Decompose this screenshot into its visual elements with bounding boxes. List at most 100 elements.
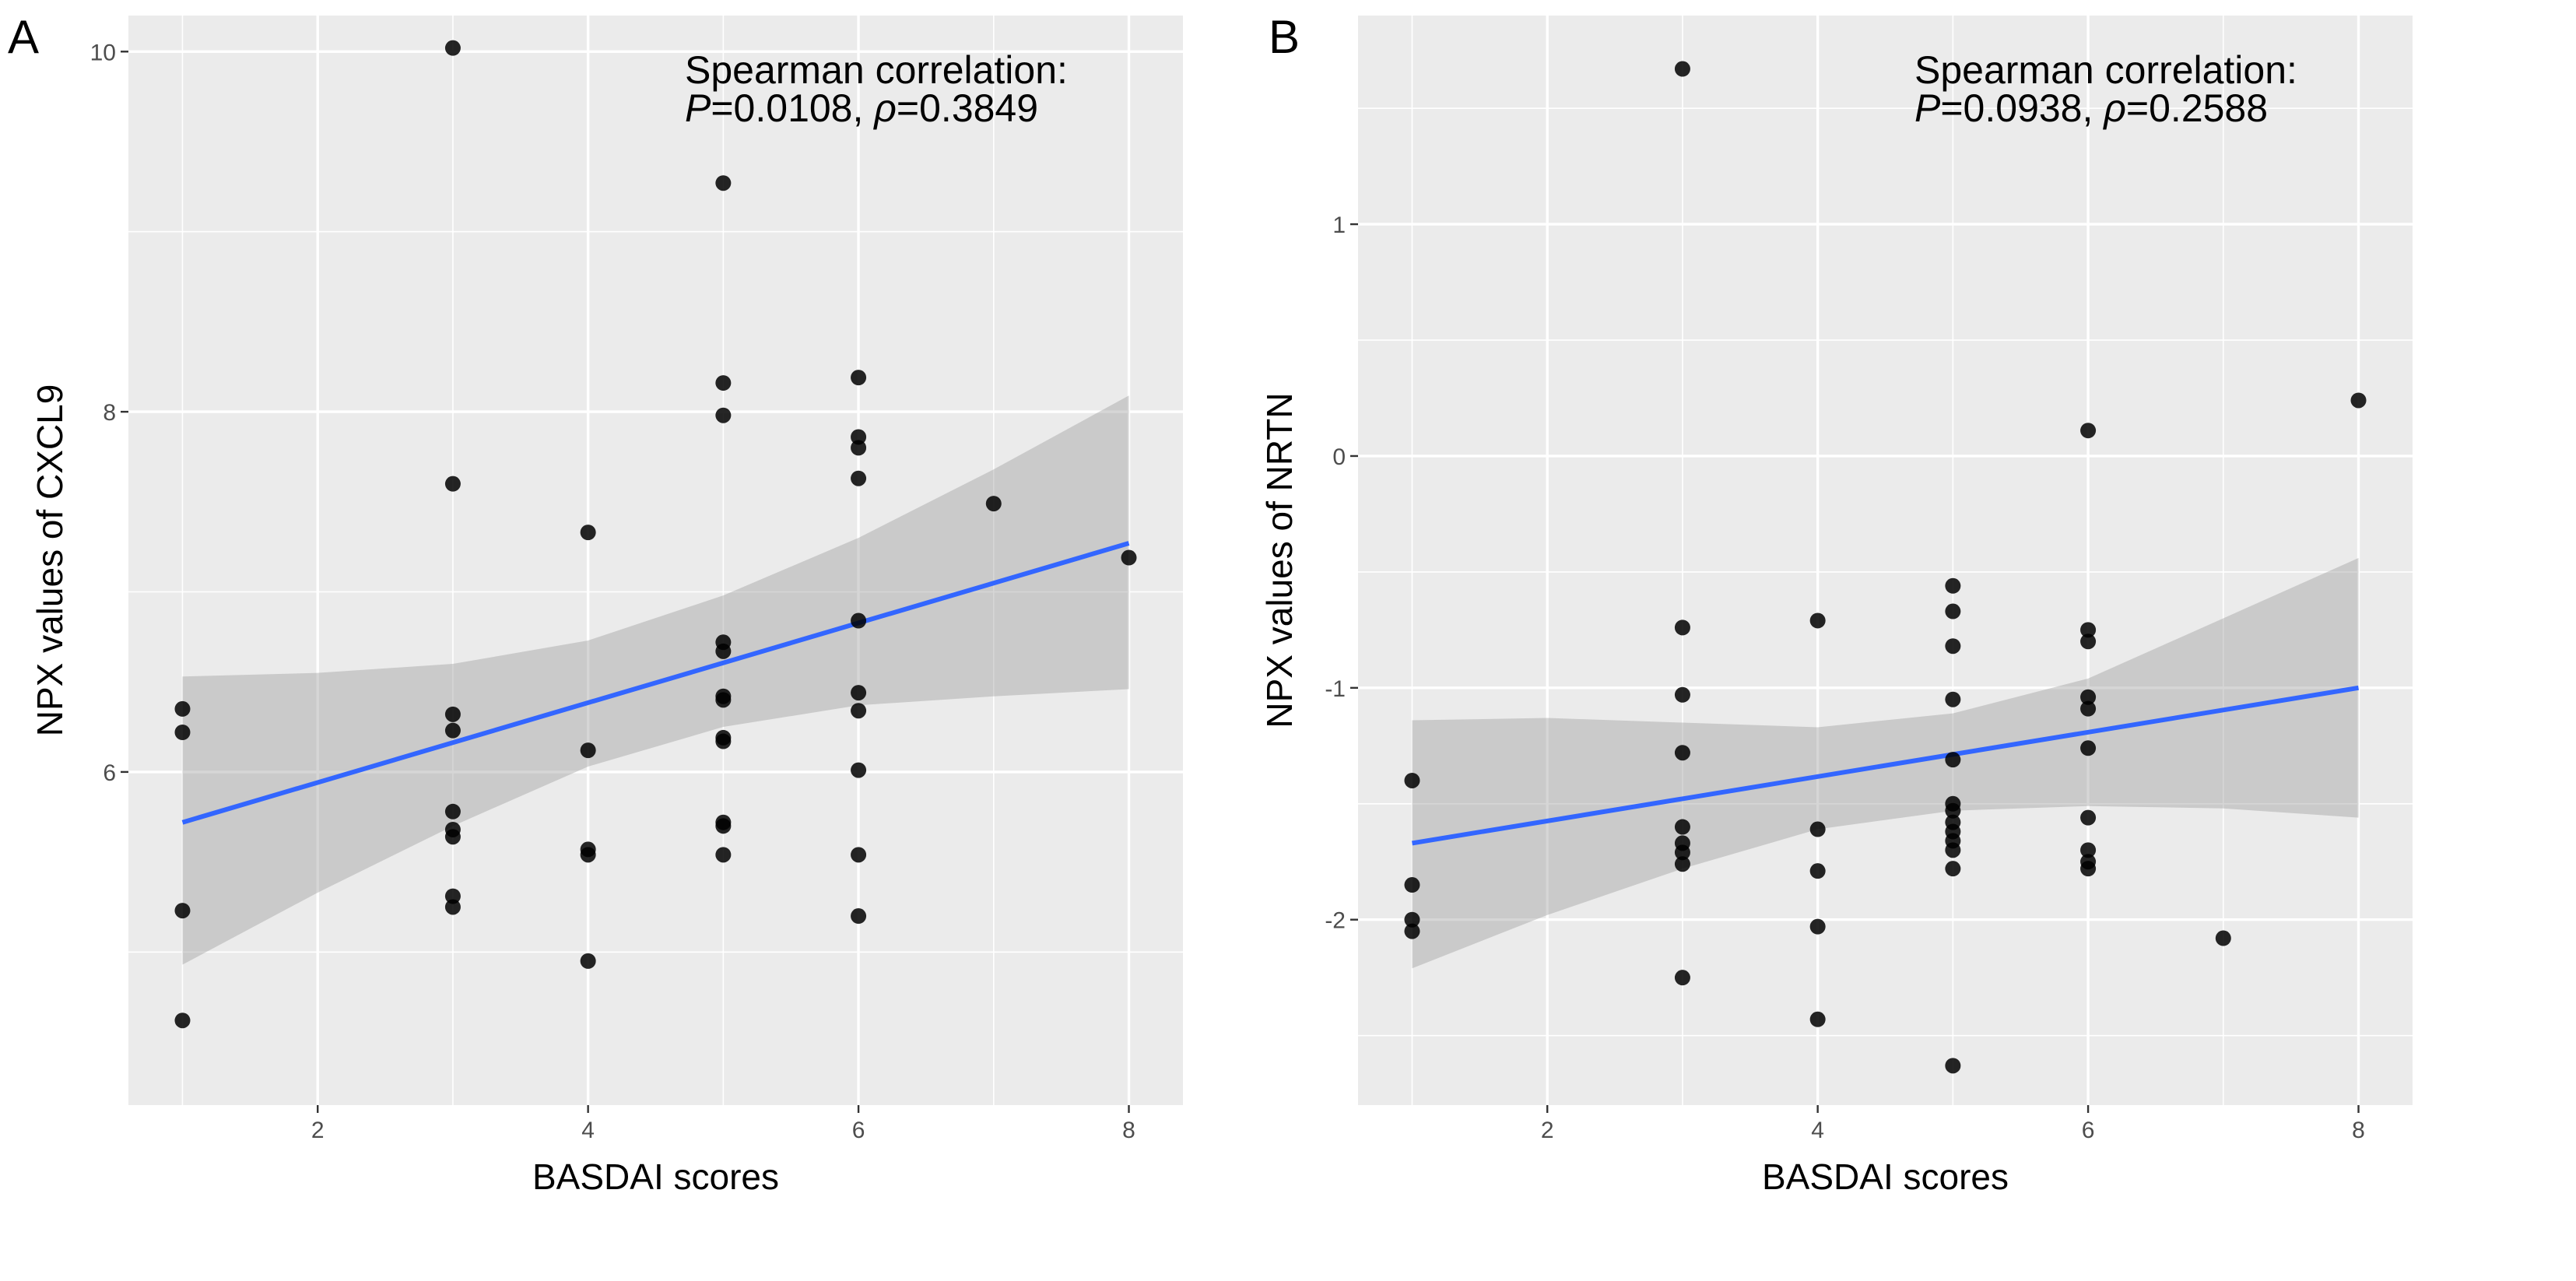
y-tick-label: 10 <box>90 40 116 65</box>
annotation-line-1: Spearman correlation: <box>685 48 1068 92</box>
data-point <box>444 899 461 915</box>
x-tick-label: 4 <box>581 1118 595 1143</box>
data-point <box>715 175 732 191</box>
data-point <box>580 953 596 969</box>
p-symbol: P <box>1914 86 1941 130</box>
data-point <box>1674 61 1690 77</box>
data-point <box>2080 689 2097 705</box>
data-point <box>444 706 461 722</box>
y-tick-label: 0 <box>1332 444 1346 470</box>
data-point <box>2080 809 2097 826</box>
data-point <box>851 612 867 629</box>
data-point <box>2080 842 2097 858</box>
data-point <box>1945 861 1961 877</box>
data-point <box>1674 856 1690 872</box>
data-point <box>2215 930 2231 946</box>
data-point <box>2350 392 2367 409</box>
y-axis-title: NPX values of CXCL9 <box>30 384 70 737</box>
x-tick-label: 2 <box>311 1118 325 1143</box>
p-symbol: P <box>685 86 711 130</box>
data-point <box>1945 1058 1961 1074</box>
regression-line <box>1412 685 2359 846</box>
data-point <box>1945 603 1961 619</box>
data-point <box>444 803 461 819</box>
x-axis-title: BASDAI scores <box>532 1156 779 1197</box>
data-point <box>1404 923 1420 939</box>
data-point <box>1809 863 1826 879</box>
x-tick-labels: 2 4 6 8 <box>1541 1118 2365 1143</box>
data-point <box>715 643 732 659</box>
data-point <box>1809 918 1826 935</box>
x-tick-label: 2 <box>1541 1118 1554 1143</box>
data-point <box>1945 638 1961 655</box>
data-point <box>851 370 867 386</box>
data-point <box>444 40 461 56</box>
y-tick-labels: -2 -1 0 1 <box>1325 212 1346 934</box>
data-point <box>1945 691 1961 707</box>
data-point <box>1674 745 1690 761</box>
x-tick-labels: 2 4 6 8 <box>311 1118 1135 1143</box>
data-point <box>2080 700 2097 717</box>
data-point <box>851 429 867 445</box>
rho-value: =0.2588 <box>2126 86 2268 130</box>
y-tick-label: 6 <box>103 760 116 786</box>
data-point <box>580 525 596 541</box>
rho-symbol: ρ <box>2102 86 2126 130</box>
y-tick-label: -2 <box>1325 908 1346 934</box>
correlation-annotation: Spearman correlation: P=0.0938, ρ=0.2588 <box>1914 48 2297 130</box>
y-tick-label: 8 <box>103 400 116 426</box>
axes <box>121 51 1130 1113</box>
data-point <box>1674 686 1690 703</box>
data-point <box>1404 877 1420 893</box>
data-point <box>444 829 461 845</box>
data-point <box>715 375 732 391</box>
data-point <box>2080 633 2097 650</box>
data-point <box>444 722 461 739</box>
data-point <box>1674 970 1690 986</box>
data-point <box>444 476 461 492</box>
axes <box>1350 223 2360 1113</box>
data-point <box>1945 802 1961 819</box>
data-point <box>985 496 1002 512</box>
data-point <box>715 733 732 749</box>
correlation-annotation: Spearman correlation: P=0.0108, ρ=0.3849 <box>685 48 1068 130</box>
grid-lines <box>1358 16 2413 1105</box>
y-tick-labels: 6 8 10 <box>90 40 116 786</box>
data-point <box>2080 423 2097 439</box>
ci-band-area <box>182 395 1129 965</box>
y-tick-label: 1 <box>1332 212 1346 238</box>
data-point <box>851 470 867 486</box>
data-point <box>1945 842 1961 858</box>
x-tick-label: 4 <box>1811 1118 1824 1143</box>
data-point <box>580 742 596 759</box>
data-point <box>1809 821 1826 837</box>
data-point <box>1674 844 1690 861</box>
data-point <box>1121 549 1137 566</box>
data-point <box>1674 619 1690 636</box>
data-point <box>1674 819 1690 835</box>
data-point <box>851 703 867 719</box>
plot-background <box>128 16 1183 1105</box>
x-tick-label: 8 <box>1122 1118 1135 1143</box>
fit-line <box>1412 685 2359 846</box>
p-value: =0.0108, <box>711 86 874 130</box>
x-tick-label: 8 <box>2352 1118 2365 1143</box>
x-axis-title: BASDAI scores <box>1762 1156 2009 1197</box>
fit-line <box>181 541 1130 825</box>
confidence-band <box>182 395 1129 965</box>
data-point <box>174 903 191 919</box>
data-point <box>1809 1011 1826 1027</box>
data-point <box>2080 622 2097 638</box>
data-point <box>851 762 867 778</box>
data-point <box>174 700 191 717</box>
data-point <box>851 847 867 863</box>
data-point <box>715 407 732 423</box>
panel-letter: B <box>1269 11 1300 63</box>
data-point <box>715 847 732 863</box>
data-point <box>1809 612 1826 629</box>
rho-symbol: ρ <box>872 86 897 130</box>
data-point <box>1945 577 1961 594</box>
data-point <box>851 440 867 456</box>
data-point <box>1945 752 1961 768</box>
data-point <box>851 685 867 701</box>
